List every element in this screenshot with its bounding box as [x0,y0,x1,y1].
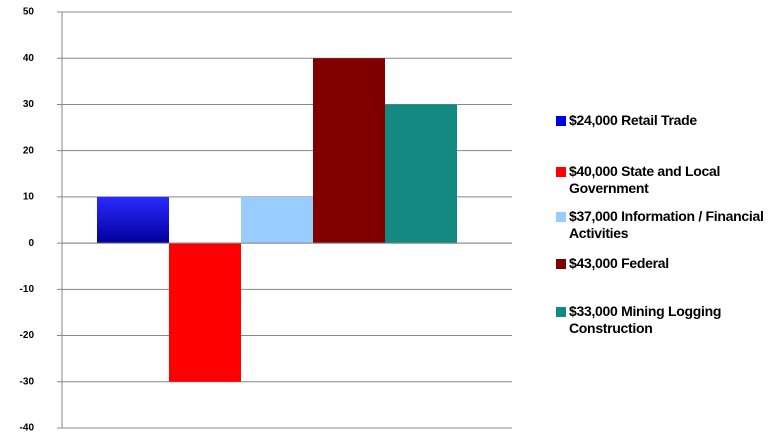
y-tick-label: -20 [20,330,35,341]
y-tick-label: 50 [23,7,35,18]
legend-label: $24,000 Retail Trade [569,112,697,128]
y-tick-label: 30 [23,99,35,110]
legend-swatch [556,212,566,222]
bar [313,58,385,244]
y-tick-label: 10 [23,192,35,203]
y-tick-label: 20 [23,145,35,156]
legend-label: $43,000 Federal [569,255,669,271]
legend-label: $37,000 Information / Financial Activiti… [569,208,764,241]
legend-swatch [556,116,566,126]
y-tick-label: -10 [20,284,35,295]
y-tick-label: 40 [23,53,35,64]
bar [97,196,169,244]
bar [169,243,241,382]
legend-item: $24,000 Retail Trade [556,112,771,129]
y-tick-label: -30 [20,376,35,387]
legend-swatch [556,167,566,177]
legend-swatch [556,259,566,269]
legend-item: $37,000 Information / Financial Activiti… [556,208,771,242]
y-tick-label: 0 [28,238,34,249]
legend-label: $40,000 State and Local Government [569,163,721,196]
legend-swatch [556,307,566,317]
bar [241,196,313,244]
legend-item: $40,000 State and Local Government [556,163,771,197]
legend-label: $33,000 Mining Logging Construction [569,303,722,336]
bar [385,104,457,244]
legend-item: $33,000 Mining Logging Construction [556,303,771,337]
y-tick-label: -40 [20,423,35,434]
legend-item: $43,000 Federal [556,255,771,272]
